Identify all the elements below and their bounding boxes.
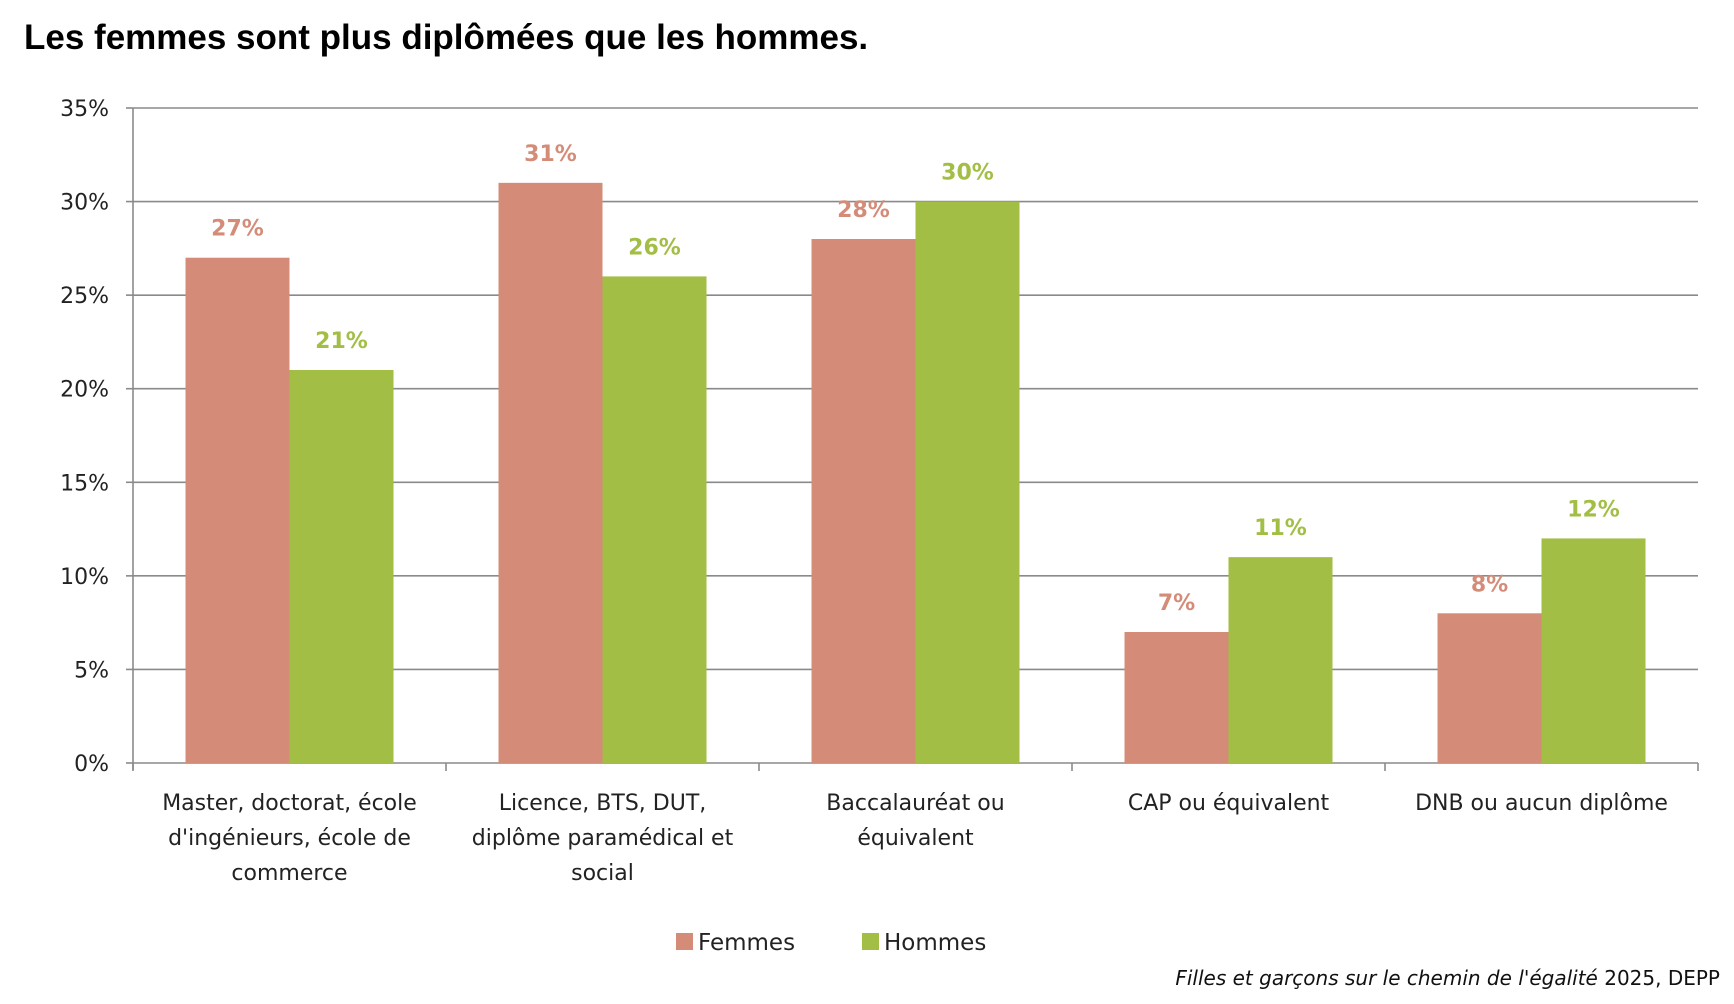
legend-label: Femmes [698, 930, 795, 956]
legend-swatch-hommes [862, 933, 879, 950]
category-label: commerce [231, 861, 347, 886]
y-tick-label: 0% [74, 752, 109, 777]
bar-femmes [498, 182, 603, 763]
data-label: 30% [941, 161, 994, 186]
category-label: DNB ou aucun diplôme [1415, 791, 1668, 816]
bar-femmes [811, 239, 916, 763]
category-label: social [571, 861, 634, 886]
data-label: 12% [1567, 497, 1620, 522]
chart-title: Les femmes sont plus diplômées que les h… [24, 18, 869, 57]
data-label: 21% [315, 329, 368, 354]
data-label: 26% [628, 235, 681, 260]
source-rest: 2025, DEPP [1597, 966, 1720, 990]
bar-hommes [289, 370, 394, 763]
bar-hommes [1228, 557, 1333, 763]
category-label: équivalent [857, 826, 974, 851]
y-tick-label: 20% [60, 378, 109, 403]
data-label: 8% [1471, 572, 1508, 597]
category-label: CAP ou équivalent [1128, 791, 1330, 816]
source-note: Filles et garçons sur le chemin de l'éga… [1175, 966, 1720, 990]
y-tick-label: 15% [60, 471, 109, 496]
data-label: 11% [1254, 516, 1307, 541]
bar-hommes [1541, 538, 1646, 763]
legend-label: Hommes [884, 930, 986, 956]
data-label: 27% [211, 217, 264, 242]
data-label: 31% [524, 142, 577, 167]
y-tick-label: 5% [74, 658, 109, 683]
bar-femmes [185, 257, 290, 763]
bar-femmes [1437, 613, 1542, 763]
category-label: diplôme paramédical et [472, 826, 734, 851]
category-label: Licence, BTS, DUT, [499, 791, 707, 816]
y-tick-label: 25% [60, 284, 109, 309]
category-label: Baccalauréat ou [826, 791, 1004, 816]
y-tick-label: 35% [60, 97, 109, 122]
y-tick-label: 30% [60, 191, 109, 216]
category-label: d'ingénieurs, école de [168, 826, 411, 851]
data-label: 28% [837, 198, 890, 223]
source-title: Filles et garçons sur le chemin de l'éga… [1175, 966, 1598, 990]
y-tick-label: 10% [60, 565, 109, 590]
bar-hommes [915, 201, 1020, 764]
bar-femmes [1124, 632, 1229, 763]
data-label: 7% [1158, 591, 1195, 616]
category-label: Master, doctorat, école [162, 791, 417, 816]
legend-swatch-femmes [676, 933, 693, 950]
bar-hommes [602, 276, 707, 763]
